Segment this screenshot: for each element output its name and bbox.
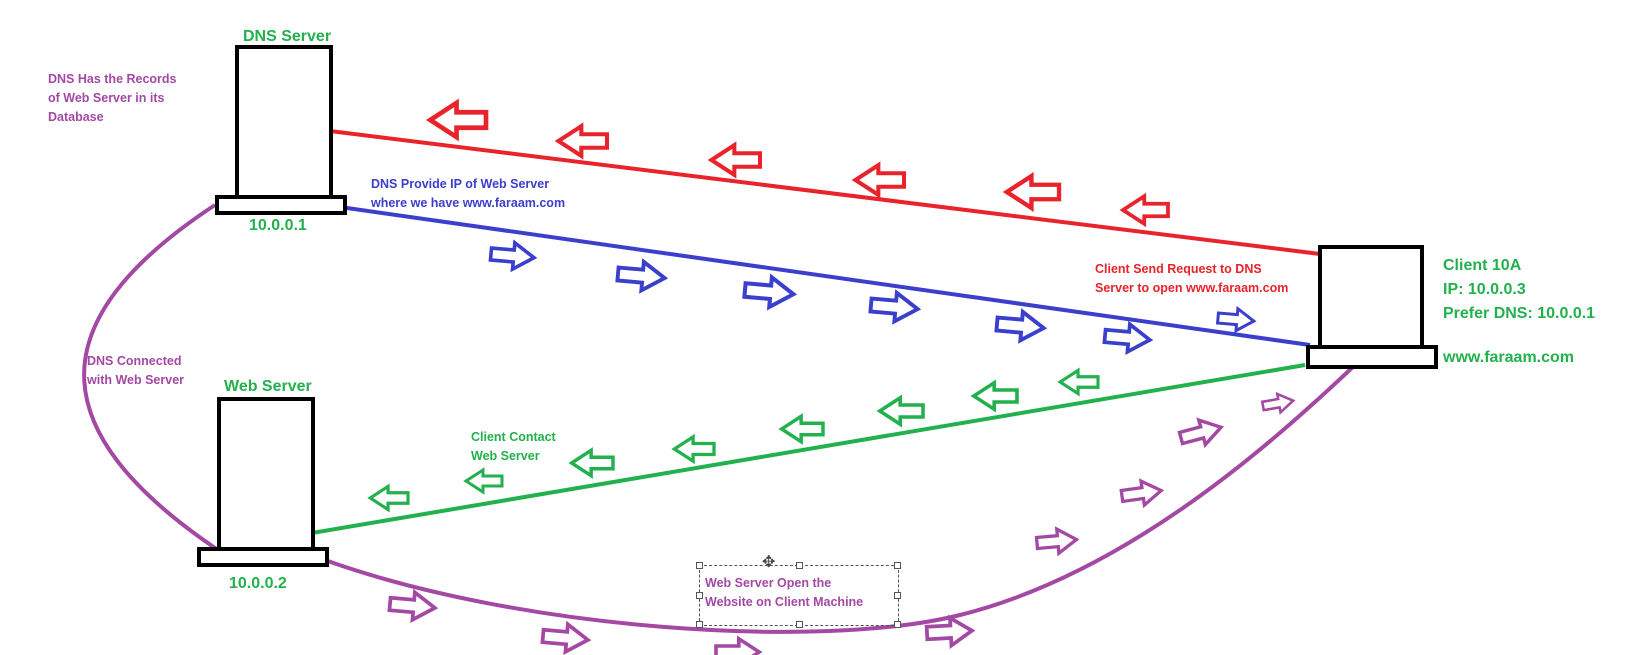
direction-arrow-icon [1102,320,1154,356]
note-web-open-line-1: Web Server Open the [705,576,831,590]
note-dns-provide-line-1: DNS Provide IP of Web Server [371,177,549,191]
direction-arrow-icon [742,273,798,311]
direction-arrow-icon [707,141,763,179]
direction-arrow-icon [924,614,976,650]
dns-server-title: DNS Server [243,28,331,45]
note-client-request-line-1: Client Send Request to DNS [1095,262,1262,276]
note-client-request-line-2: Server to open www.faraam.com [1095,281,1288,295]
direction-arrow-icon [568,447,615,479]
response-line [339,205,1311,347]
client-computer-icon [1306,245,1438,369]
web-server-icon [197,397,329,567]
web-server-ip: 10.0.0.2 [229,575,287,592]
direction-arrow-icon [994,308,1048,344]
website-delivery-curve [324,363,1357,634]
direction-arrow-icon [425,98,489,142]
response-arrows [488,239,1257,356]
direction-arrow-icon [488,239,538,273]
direction-arrow-icon [615,258,669,294]
direction-arrow-icon [851,161,907,199]
direction-arrow-icon [1119,478,1165,509]
direction-arrow-icon [554,122,610,160]
contact-line [311,363,1306,535]
dns-web-link [82,203,220,552]
direction-arrow-icon [367,483,410,513]
direction-arrow-icon [1215,305,1257,334]
direction-arrow-icon [970,379,1019,413]
direction-arrow-icon [1034,526,1080,557]
direction-arrow-icon [1057,367,1100,397]
direction-arrow-icon [714,635,763,655]
direction-arrow-icon [540,620,592,655]
web-server-title: Web Server [224,378,312,395]
client-name: Client 10A [1443,257,1522,274]
note-dns-provide-line-2: where we have www.faraam.com [370,196,565,210]
direction-arrow-icon [387,588,439,624]
note-dns-records-line-3: Database [48,110,104,124]
direction-arrow-icon [1119,192,1170,228]
note-client-contact-line-2: Web Server [471,449,540,463]
direction-arrow-icon [1002,172,1062,212]
note-dns-records-line-2: of Web Server in its [48,91,165,105]
note-client-contact-line-1: Client Contact [471,430,557,444]
dns-server-ip: 10.0.0.1 [249,217,307,234]
client-website: www.faraam.com [1442,349,1574,366]
contact-arrows [367,367,1100,513]
direction-arrow-icon [463,467,504,495]
request-arrows [425,98,1170,228]
direction-arrow-icon [1177,417,1225,449]
delivery-arrows [387,391,1296,655]
note-web-open-line-2: Website on Client Machine [705,595,863,609]
note-dns-connected-line-1: DNS Connected [87,354,181,368]
direction-arrow-icon [778,413,825,445]
note-dns-connected-line-2: with Web Server [86,373,184,387]
direction-arrow-icon [1260,391,1296,415]
direction-arrow-icon [671,433,716,465]
request-line [329,129,1321,256]
direction-arrow-icon [876,394,925,428]
move-cursor-icon[interactable]: ✥ [762,552,776,571]
note-dns-records-line-1: DNS Has the Records [48,72,177,86]
client-ip: IP: 10.0.0.3 [1443,281,1526,298]
dns-server-icon [215,45,347,215]
direction-arrow-icon [868,289,922,325]
client-prefer-dns: Prefer DNS: 10.0.0.1 [1443,305,1595,322]
